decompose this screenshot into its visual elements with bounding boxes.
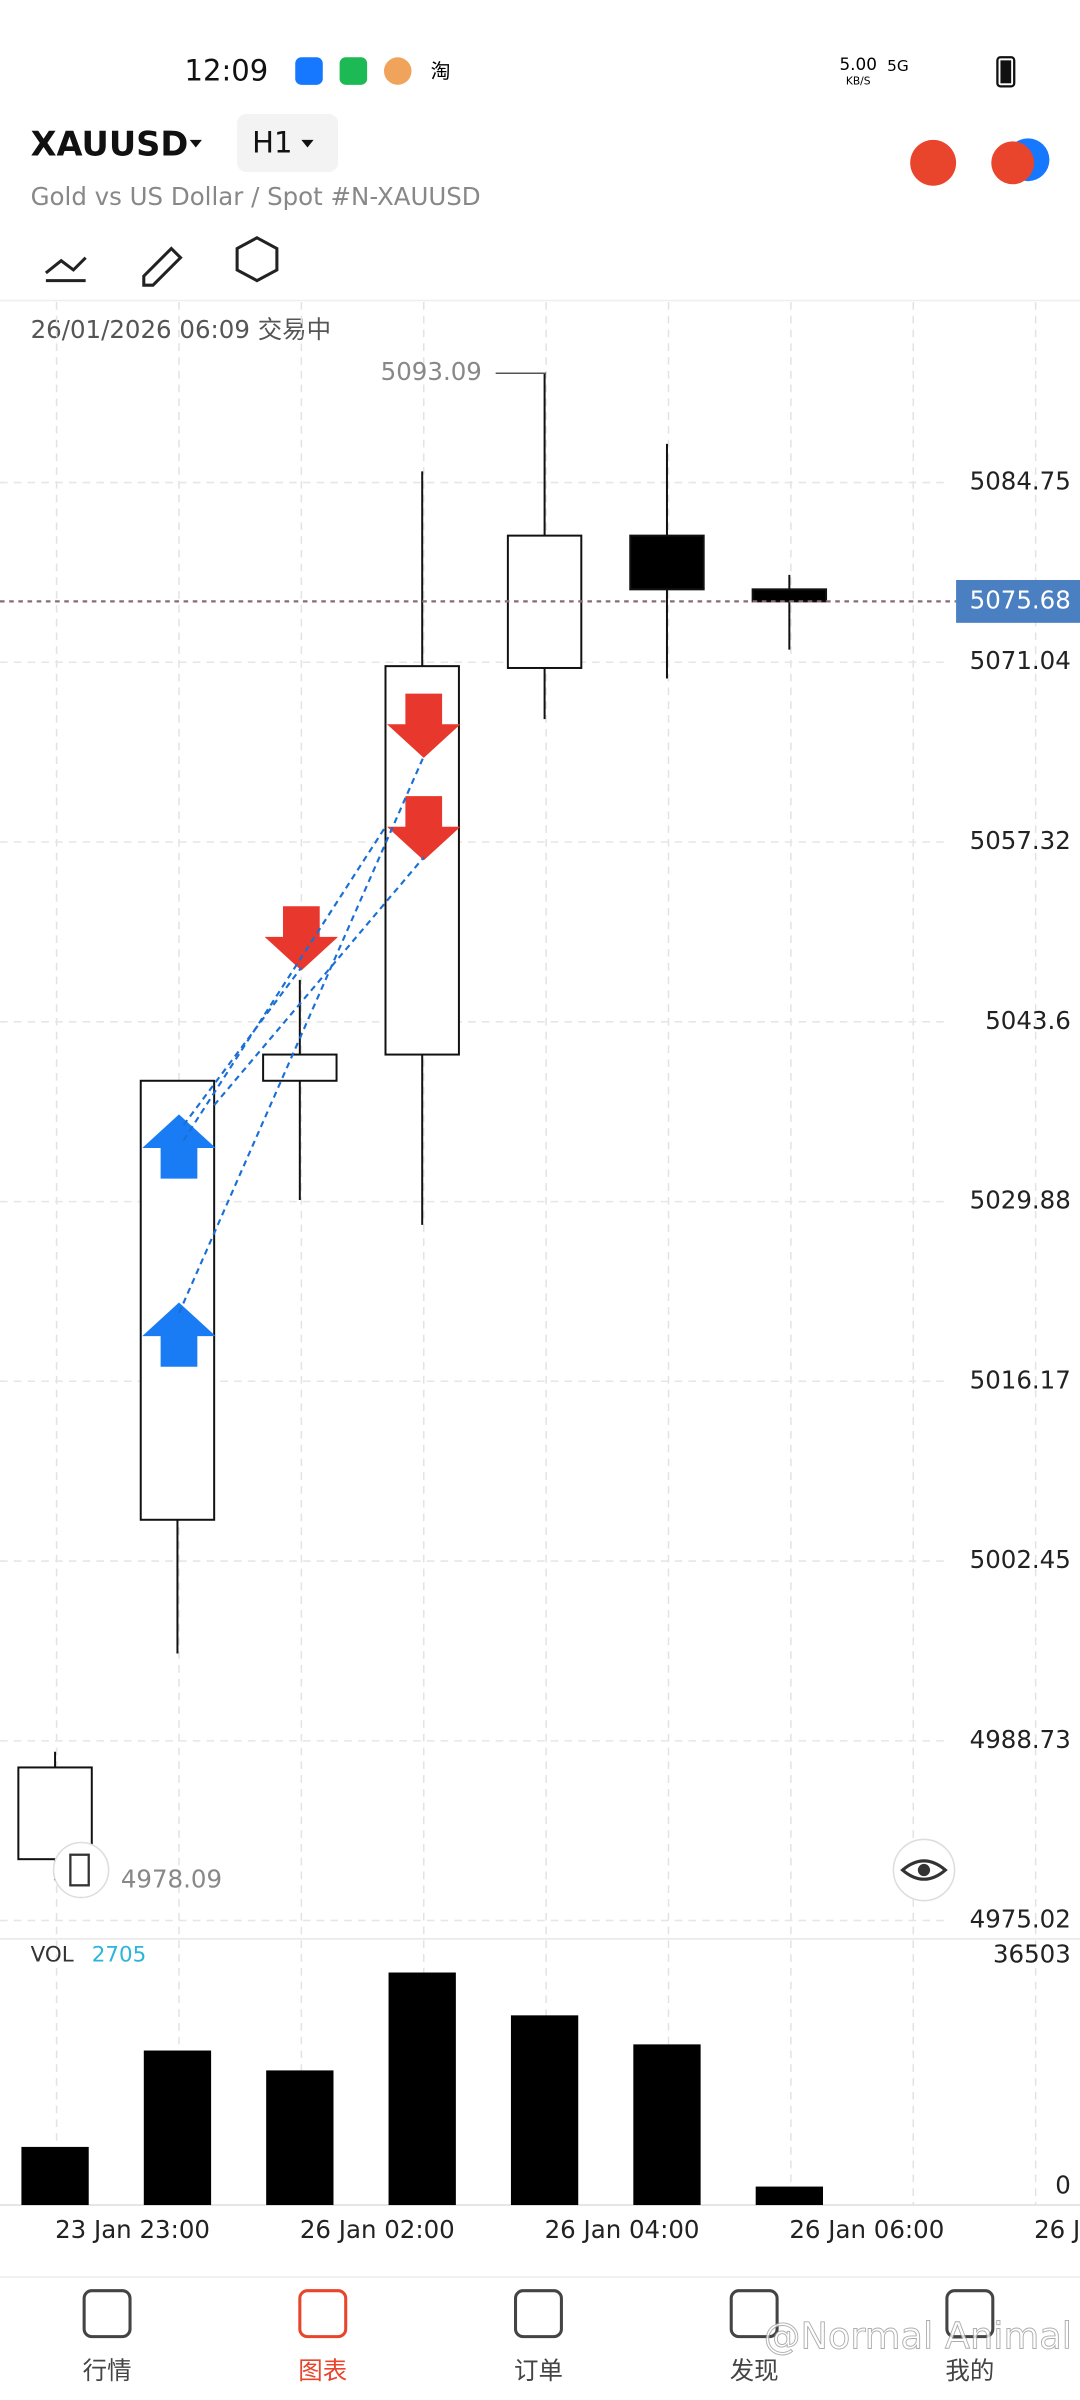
symbol[interactable]: XAUUSD: [31, 125, 189, 164]
eye-icon: [900, 1859, 948, 1881]
tab-icon: [729, 2289, 779, 2339]
description: Gold vs US Dollar / Spot #N-XAUUSD: [31, 182, 481, 211]
volume-tick-label: 36503: [993, 1940, 1071, 1969]
net-speed: 5.00: [839, 54, 876, 74]
volume-label: VOL: [31, 1943, 74, 1968]
y-tick-label: 5029.88: [970, 1186, 1071, 1215]
settings-icon[interactable]: [235, 236, 279, 283]
battery: [996, 56, 1016, 88]
sell-arrow: [387, 796, 461, 861]
volume-bar: [388, 1972, 456, 2206]
volume-bar: [633, 2044, 701, 2206]
indicator-icon[interactable]: [44, 256, 87, 283]
tab-label[interactable]: 发现: [730, 2356, 779, 2385]
draw-icon[interactable]: [142, 246, 183, 287]
x-tick-label: 26 J: [1034, 2215, 1080, 2244]
volume-bar: [755, 2186, 824, 2206]
signal: 5G: [887, 57, 909, 75]
y-tick-label: 5043.6: [985, 1006, 1071, 1035]
dropdown-icon: [301, 139, 314, 148]
watermark: @Normal Animal: [764, 2315, 1072, 2358]
app-icon: [295, 57, 323, 85]
trade-link: [177, 755, 425, 1314]
y-tick-label: 5002.45: [970, 1545, 1071, 1574]
x-tick-label: 26 Jan 04:00: [545, 2215, 700, 2244]
y-tick-label: 5071.04: [970, 646, 1071, 675]
current-price-label: 5075.68: [970, 585, 1071, 614]
y-tick-label: 5016.17: [970, 1365, 1071, 1394]
volume-bar: [21, 2146, 89, 2206]
y-tick-label: 4988.73: [970, 1725, 1071, 1754]
net-unit: KB/S: [846, 75, 871, 88]
candle-body: [262, 1053, 338, 1082]
candle-body: [751, 588, 828, 603]
trade-link: [213, 856, 425, 1106]
rotate-icon: [69, 1853, 90, 1887]
volume-tick-label: 0: [1055, 2171, 1071, 2200]
tab-label[interactable]: 图表: [298, 2356, 347, 2385]
y-tick-label: 5057.32: [970, 826, 1071, 855]
app-icon: [383, 57, 412, 85]
volume-bar: [143, 2050, 212, 2206]
dropdown-icon: [189, 139, 202, 148]
rotate-button[interactable]: [52, 1841, 110, 1899]
volume-current: 2705: [92, 1943, 146, 1968]
tab-label[interactable]: 行情: [83, 2356, 132, 2385]
y-tick-label: 5084.75: [970, 467, 1071, 496]
tab-icon: [945, 2289, 995, 2339]
low-label: 4978.09: [121, 1864, 222, 1893]
tab-icon: [298, 2289, 348, 2339]
candle-body: [629, 534, 705, 591]
eye-icon: [917, 1863, 931, 1877]
sell-arrow: [387, 693, 461, 758]
buy-arrow: [142, 1302, 216, 1367]
trade-link: [182, 966, 303, 1126]
x-tick-label: 23 Jan 23:00: [55, 2215, 210, 2244]
tab-label[interactable]: 我的: [945, 2356, 994, 2385]
high-label: 5093.09: [381, 357, 482, 386]
tab-icon: [82, 2289, 132, 2339]
current-price-box: [956, 579, 1080, 623]
clock: 12:09: [185, 54, 269, 88]
timeframe-button[interactable]: [237, 113, 339, 173]
tab-icon: [513, 2289, 563, 2339]
volume-bar: [266, 2070, 334, 2206]
buy-arrow: [142, 1114, 216, 1179]
app-icon: [339, 57, 368, 85]
y-tick-label: 4975.02: [970, 1905, 1071, 1934]
trade-link: [182, 826, 387, 1141]
flash-button: [991, 141, 1035, 185]
chart-status: 26/01/2026 06:09 交易中: [31, 315, 332, 344]
x-tick-label: 26 Jan 02:00: [300, 2215, 455, 2244]
battery-level: [1000, 60, 1012, 84]
tab-label[interactable]: 订单: [514, 2356, 563, 2385]
plot: 4975.02 4988.73 5002.45 5016.17 5029.88 5043.…: [0, 302, 1080, 2244]
volume-bar: [510, 2015, 579, 2206]
clock-button[interactable]: [910, 139, 957, 186]
sell-arrow: [264, 906, 339, 971]
tab-bar: 行情 图表 订单 发现 我的: [82, 2289, 995, 2385]
timeframe: H1: [252, 125, 292, 159]
app-icon: 淘: [431, 60, 451, 83]
x-tick-label: 26 Jan 06:00: [789, 2215, 944, 2244]
